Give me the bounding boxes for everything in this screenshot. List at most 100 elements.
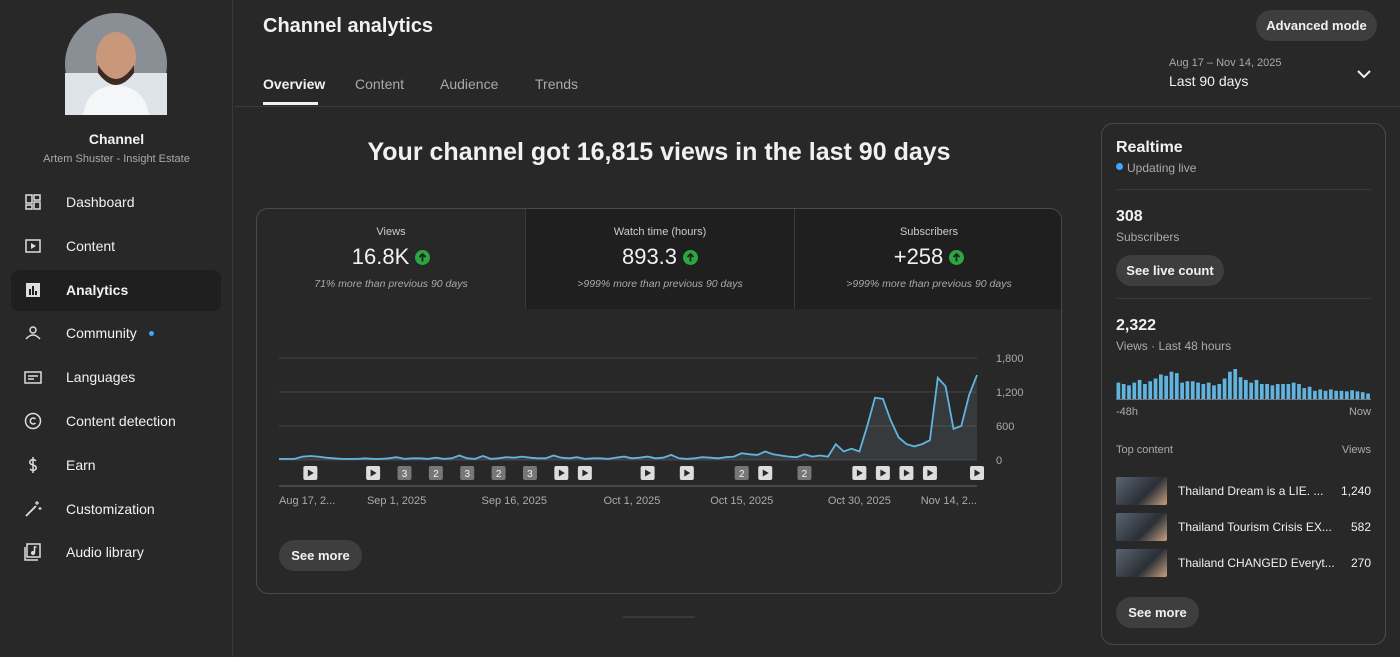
video-title[interactable]: Thailand Dream is a LIE. ... (1178, 484, 1324, 498)
play-icon (684, 469, 691, 477)
realtime-bar (1329, 389, 1333, 399)
metric-comparison: >999% more than previous 90 days (846, 278, 1012, 290)
advanced-mode-button[interactable]: Advanced mode (1256, 10, 1377, 41)
icon-part (24, 371, 42, 384)
divider (1116, 298, 1371, 299)
x-tick-label: Sep 16, 2025 (482, 495, 547, 507)
nav-item[interactable]: Content (66, 237, 116, 254)
nav-item[interactable]: Earn (66, 456, 96, 473)
nav-item[interactable]: Customization (66, 500, 155, 517)
x-tick-label: Oct 1, 2025 (603, 495, 660, 507)
y-tick-label: 600 (996, 421, 1014, 433)
realtime-bar (1344, 391, 1349, 399)
top-content-label: Top content (1116, 444, 1173, 456)
realtime-bar (1148, 381, 1153, 399)
metric-comparison: >999% more than previous 90 days (577, 278, 743, 290)
realtime-bar (1318, 389, 1323, 399)
upload-count: 3 (464, 469, 470, 480)
nav-item[interactable]: Dashboard (66, 194, 135, 210)
upload-marker (428, 466, 443, 480)
notification-dot (149, 331, 154, 337)
nav-icon[interactable] (23, 280, 43, 300)
nav-item[interactable]: Community (66, 325, 137, 342)
upload-count: 2 (496, 469, 502, 480)
realtime-bar (1121, 384, 1126, 399)
up-arrow-icon (415, 249, 431, 265)
realtime-bar (1153, 378, 1158, 399)
y-tick-label: 0 (996, 455, 1002, 467)
realtime-bar (1137, 379, 1142, 399)
thumbnail[interactable] (1116, 513, 1167, 541)
icon-arrow (419, 252, 427, 261)
thumbnail[interactable] (1116, 549, 1167, 577)
avatar[interactable] (65, 13, 167, 115)
nav-icon[interactable] (23, 499, 43, 519)
nav-icon[interactable] (23, 411, 43, 431)
chevron[interactable] (1356, 68, 1372, 80)
metric-tab[interactable]: Subscribers +258 >999% more than previous … (795, 209, 1061, 309)
realtime-bar (1249, 382, 1254, 399)
realtime-bar (1270, 385, 1275, 399)
play-icon (762, 469, 769, 477)
sidebar (0, 0, 233, 657)
realtime-see-more[interactable]: See more (1116, 597, 1199, 628)
thumbnail[interactable] (1116, 477, 1167, 505)
realtime-bar (1244, 379, 1248, 399)
metric-tab[interactable]: Views 16.8K 71% more than previous 90 days (257, 209, 526, 309)
realtime-bars (1116, 369, 1371, 400)
nav-item[interactable]: Analytics (66, 281, 129, 298)
realtime-bar (1281, 384, 1285, 399)
play-icon (927, 469, 934, 477)
nav-icon[interactable] (23, 455, 43, 475)
tab[interactable]: Trends (535, 76, 579, 92)
tab[interactable]: Overview (263, 76, 326, 92)
live-count-button[interactable]: See live count (1116, 255, 1224, 286)
page-title: Channel analytics (263, 15, 434, 37)
realtime-bar (1291, 382, 1296, 399)
realtime-title: Realtime (1116, 139, 1183, 156)
views-chart: 0 600 1,200 1,800 Aug 17, 2... Sep 1, 2025 Sep… (279, 353, 1024, 507)
channel-label: Channel (88, 131, 145, 147)
nav-icon[interactable] (23, 192, 43, 212)
play-icon (974, 469, 981, 477)
realtime-bar (1180, 382, 1184, 399)
nav-item[interactable]: Content detection (66, 413, 176, 429)
metric-tab[interactable]: Watch time (hours) 893.3 >999% more than p… (526, 209, 795, 309)
tab[interactable]: Content (355, 76, 405, 92)
realtime-bar (1127, 385, 1131, 399)
realtime-bar (1323, 390, 1328, 399)
icon-arrow (686, 252, 695, 261)
icon-part (26, 543, 41, 559)
play-icon (856, 469, 863, 477)
realtime-bar (1116, 382, 1121, 399)
metric-label: Views (376, 226, 406, 238)
up-arrow-icon (949, 249, 965, 265)
play-icon (307, 469, 314, 477)
video-title[interactable]: Thailand Tourism Crisis EX... (1178, 520, 1332, 534)
icon-part (32, 285, 34, 295)
channel-name: Artem Shuster - Insight Estate (43, 153, 190, 165)
nav-item[interactable]: Languages (66, 369, 136, 386)
realtime-bar (1143, 384, 1147, 399)
nav-icon[interactable] (23, 236, 43, 256)
realtime-bar (1217, 384, 1222, 399)
see-more-button[interactable]: See more (279, 540, 362, 571)
tab[interactable]: Audience (440, 76, 499, 92)
nav-icon[interactable] (23, 323, 43, 343)
play-icon (903, 469, 910, 477)
views-label: Views · Last 48 hours (1116, 339, 1232, 353)
realtime-bar (1275, 384, 1280, 399)
realtime-bar (1222, 378, 1227, 399)
date-range[interactable]: Aug 17 – Nov 14, 2025 (1169, 57, 1282, 69)
divider (1116, 189, 1371, 190)
icon-part (31, 242, 36, 249)
subscribers-label: Subscribers (1116, 230, 1180, 244)
nav-icon[interactable] (23, 367, 43, 387)
upload-marker (491, 466, 506, 480)
nav-icon[interactable] (23, 542, 43, 562)
video-title[interactable]: Thailand CHANGED Everyt... (1178, 556, 1335, 570)
period[interactable]: Last 90 days (1169, 73, 1249, 89)
nav-highlight (11, 270, 221, 311)
nav-item[interactable]: Audio library (66, 544, 144, 561)
realtime-bar (1265, 384, 1269, 399)
